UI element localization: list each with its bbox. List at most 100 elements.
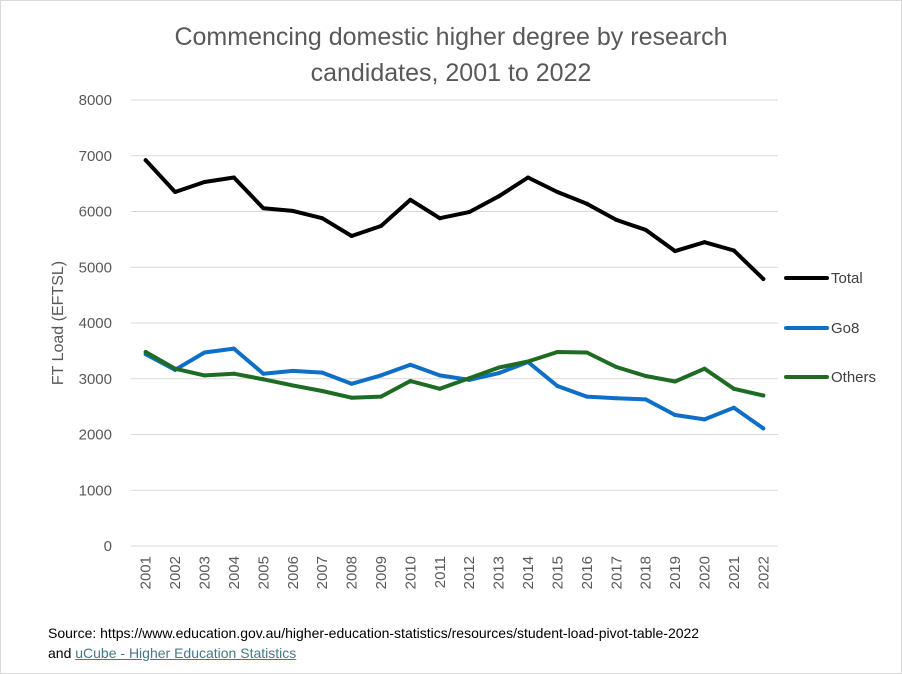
data-point-go8 [261, 371, 266, 376]
data-point-others [731, 386, 736, 391]
data-point-others [202, 373, 207, 378]
data-point-go8 [584, 394, 589, 399]
data-point-go8 [702, 417, 707, 422]
series-line-go8 [143, 346, 766, 431]
data-point-total [526, 175, 531, 180]
x-tick-label: 2013 [491, 556, 508, 589]
data-point-others [143, 349, 148, 354]
data-point-go8 [378, 373, 383, 378]
y-tick-label: 2000 [79, 427, 112, 444]
y-tick-label: 3000 [79, 371, 112, 388]
data-point-total [290, 208, 295, 213]
data-point-total [614, 217, 619, 222]
data-point-total [702, 240, 707, 245]
legend-label-total: Total [831, 270, 863, 287]
x-tick-label: 2014 [520, 556, 537, 589]
source-note: Source: https://www.education.gov.au/hig… [48, 623, 888, 663]
y-tick-label: 5000 [79, 259, 112, 276]
data-point-go8 [349, 381, 354, 386]
data-point-go8 [496, 371, 501, 376]
chart-title-line2: candidates, 2001 to 2022 [311, 59, 592, 87]
data-point-others [261, 377, 266, 382]
x-tick-label: 2016 [579, 556, 596, 589]
data-point-total [143, 158, 148, 163]
y-tick-label: 4000 [79, 315, 112, 332]
data-point-total [584, 201, 589, 206]
x-axis-ticks: 2001 2002 2003 2004 2005 2006 2007 2008 2009 2010… [138, 556, 773, 589]
data-point-go8 [761, 426, 766, 431]
data-point-total [555, 189, 560, 194]
x-tick-label: 2008 [344, 556, 361, 589]
x-tick-label: 2006 [285, 556, 302, 589]
source-line-2: and uCube - Higher Education Statistics [48, 643, 888, 663]
data-point-go8 [290, 368, 295, 373]
data-point-others [761, 393, 766, 398]
x-tick-label: 2021 [726, 556, 743, 589]
data-point-others [526, 359, 531, 364]
y-tick-label: 7000 [79, 148, 112, 165]
data-point-total [320, 216, 325, 221]
x-tick-label: 2003 [197, 556, 214, 589]
data-point-others [408, 378, 413, 383]
series-lines [143, 158, 766, 431]
data-point-others [467, 376, 472, 381]
x-tick-label: 2010 [402, 556, 419, 589]
x-tick-label: 2022 [755, 556, 772, 589]
chart-title-line1: Commencing domestic higher degree by res… [174, 23, 727, 51]
data-point-go8 [643, 397, 648, 402]
data-point-others [320, 389, 325, 394]
data-point-others [437, 386, 442, 391]
x-tick-label: 2019 [667, 556, 684, 589]
gridlines [131, 99, 778, 547]
data-point-total [261, 206, 266, 211]
data-point-others [555, 349, 560, 354]
x-tick-label: 2017 [608, 556, 625, 589]
data-point-total [349, 234, 354, 239]
data-point-total [467, 210, 472, 215]
y-tick-label: 6000 [79, 204, 112, 221]
y-tick-label: 1000 [79, 482, 112, 499]
data-point-total [731, 248, 736, 253]
data-point-go8 [731, 405, 736, 410]
legend-label-others: Others [831, 369, 876, 386]
data-point-total [173, 189, 178, 194]
data-point-others [673, 379, 678, 384]
data-point-others [496, 365, 501, 370]
data-point-total [643, 227, 648, 232]
data-point-total [378, 223, 383, 228]
legend-label-go8: Go8 [831, 320, 859, 337]
data-point-go8 [614, 396, 619, 401]
data-point-others [290, 383, 295, 388]
data-point-go8 [673, 412, 678, 417]
data-point-total [761, 276, 766, 281]
data-point-others [614, 365, 619, 370]
x-tick-label: 2020 [696, 556, 713, 589]
data-point-total [202, 179, 207, 184]
data-point-others [643, 373, 648, 378]
ucube-link[interactable]: uCube - Higher Education Statistics [75, 645, 297, 661]
x-tick-label: 2009 [373, 556, 390, 589]
data-point-total [408, 197, 413, 202]
x-tick-label: 2005 [255, 556, 272, 589]
data-point-others [231, 371, 236, 376]
data-point-go8 [555, 383, 560, 388]
data-point-total [437, 216, 442, 221]
legend: Total Go8 Others [784, 270, 876, 386]
y-axis-title: FT Load (EFTSL) [50, 261, 67, 385]
source-line: Source: https://www.education.gov.au/hig… [48, 625, 700, 641]
y-tick-label: 8000 [79, 92, 112, 109]
x-tick-label: 2004 [226, 556, 243, 589]
series-line-total [143, 158, 766, 281]
data-point-go8 [408, 362, 413, 367]
x-tick-label: 2001 [138, 556, 155, 589]
data-point-total [496, 194, 501, 199]
data-point-go8 [231, 346, 236, 351]
source-and-text: and [48, 645, 76, 661]
x-tick-label: 2011 [432, 556, 449, 588]
data-point-total [673, 249, 678, 254]
data-point-others [584, 350, 589, 355]
data-point-others [702, 366, 707, 371]
x-tick-label: 2018 [638, 556, 655, 589]
